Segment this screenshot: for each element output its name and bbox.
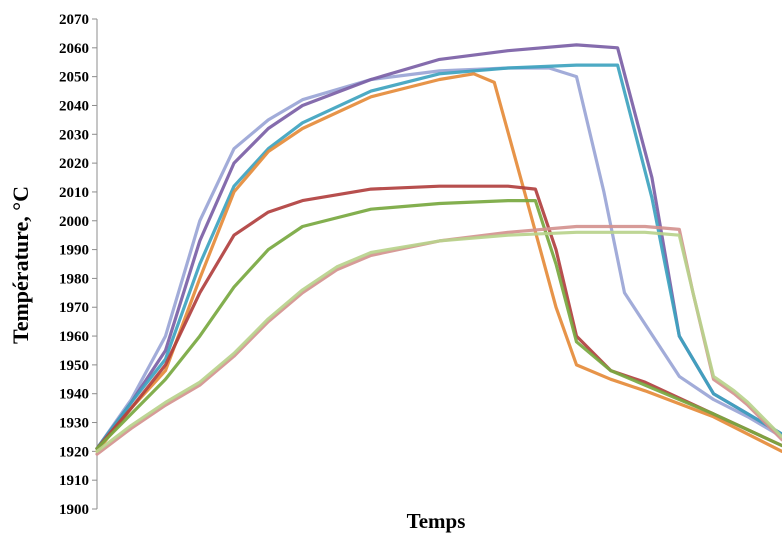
x-axis-title: Temps [407, 509, 466, 533]
y-tick-label: 2020 [59, 156, 89, 172]
y-axis: 1900 1910 1920 1930 1940 1950 1960 1970 1980 1990… [59, 12, 98, 518]
series-group [95, 43, 782, 456]
y-tick-label: 1930 [59, 416, 89, 432]
series-line-6 [95, 199, 782, 451]
y-tick-label: 2000 [59, 214, 89, 230]
y-tick-label: 2010 [59, 185, 89, 201]
series-line-3 [95, 63, 782, 451]
series-line-1 [95, 66, 782, 451]
y-tick-label: 2070 [59, 12, 89, 28]
y-tick-label: 2030 [59, 127, 89, 143]
y-tick-label: 2060 [59, 41, 89, 57]
y-tick-label: 2050 [59, 70, 89, 86]
y-tick-label: 1920 [59, 444, 89, 460]
series-line-2 [95, 43, 782, 451]
series-line-8 [95, 230, 782, 453]
series-line-4 [95, 72, 782, 453]
y-tick-label: 1940 [59, 387, 89, 403]
y-tick-label: 1980 [59, 271, 89, 287]
y-axis-title: Température, °C [8, 186, 33, 344]
y-tick-label: 1960 [59, 329, 89, 345]
y-tick-label: 1910 [59, 473, 89, 489]
y-tick-label: 1950 [59, 358, 89, 374]
y-tick-label: 2040 [59, 98, 89, 114]
y-tick-label: 1970 [59, 300, 89, 316]
y-tick-label: 1990 [59, 243, 89, 259]
y-tick-label: 1900 [59, 502, 89, 518]
